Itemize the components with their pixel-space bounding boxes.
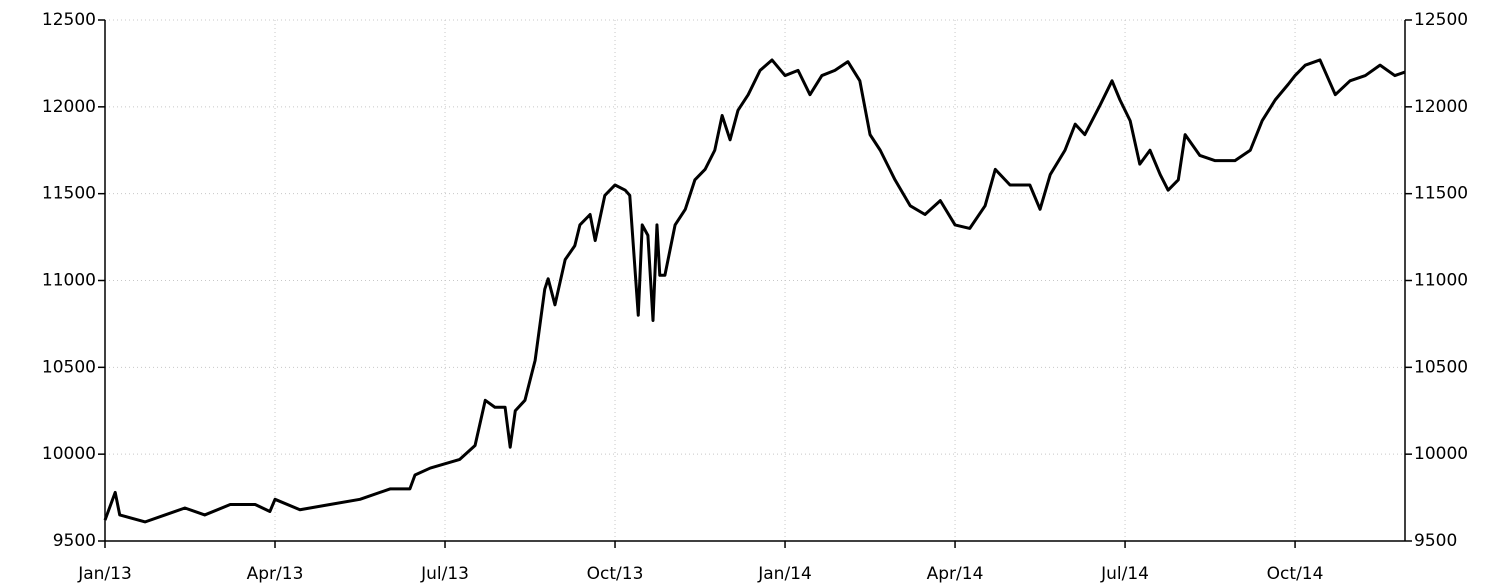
y-tick-label: 11000	[42, 271, 96, 291]
y-tick-label: 11500	[42, 184, 96, 204]
y-tick-label: 12000	[42, 97, 96, 117]
x-tick-label: Jul/13	[420, 564, 469, 584]
x-tick-label: Apr/14	[927, 564, 984, 584]
y-tick-label-right: 12500	[1414, 10, 1468, 30]
x-tick-label: Oct/13	[587, 564, 644, 584]
y-tick-label: 9500	[53, 531, 96, 551]
x-tick-label: Jul/14	[1100, 564, 1149, 584]
y-tick-label: 12500	[42, 10, 96, 30]
line	[103, 58, 1406, 524]
y-tick-label-right: 10000	[1414, 444, 1468, 464]
x-tick-label: Apr/13	[247, 564, 304, 584]
y-tick-label-right: 12000	[1414, 97, 1468, 117]
y-tick-label-right: 11500	[1414, 184, 1468, 204]
y-tick-label: 10500	[42, 357, 96, 377]
y-tick-label-right: 9500	[1414, 531, 1457, 551]
x-tick-label: Oct/14	[1267, 564, 1324, 584]
y-tick-label: 10000	[42, 444, 96, 464]
x-tick-label: Jan/14	[757, 564, 812, 584]
y-tick-label-right: 10500	[1414, 357, 1468, 377]
y-tick-label-right: 11000	[1414, 271, 1468, 291]
x-tick-label: Jan/13	[77, 564, 132, 584]
